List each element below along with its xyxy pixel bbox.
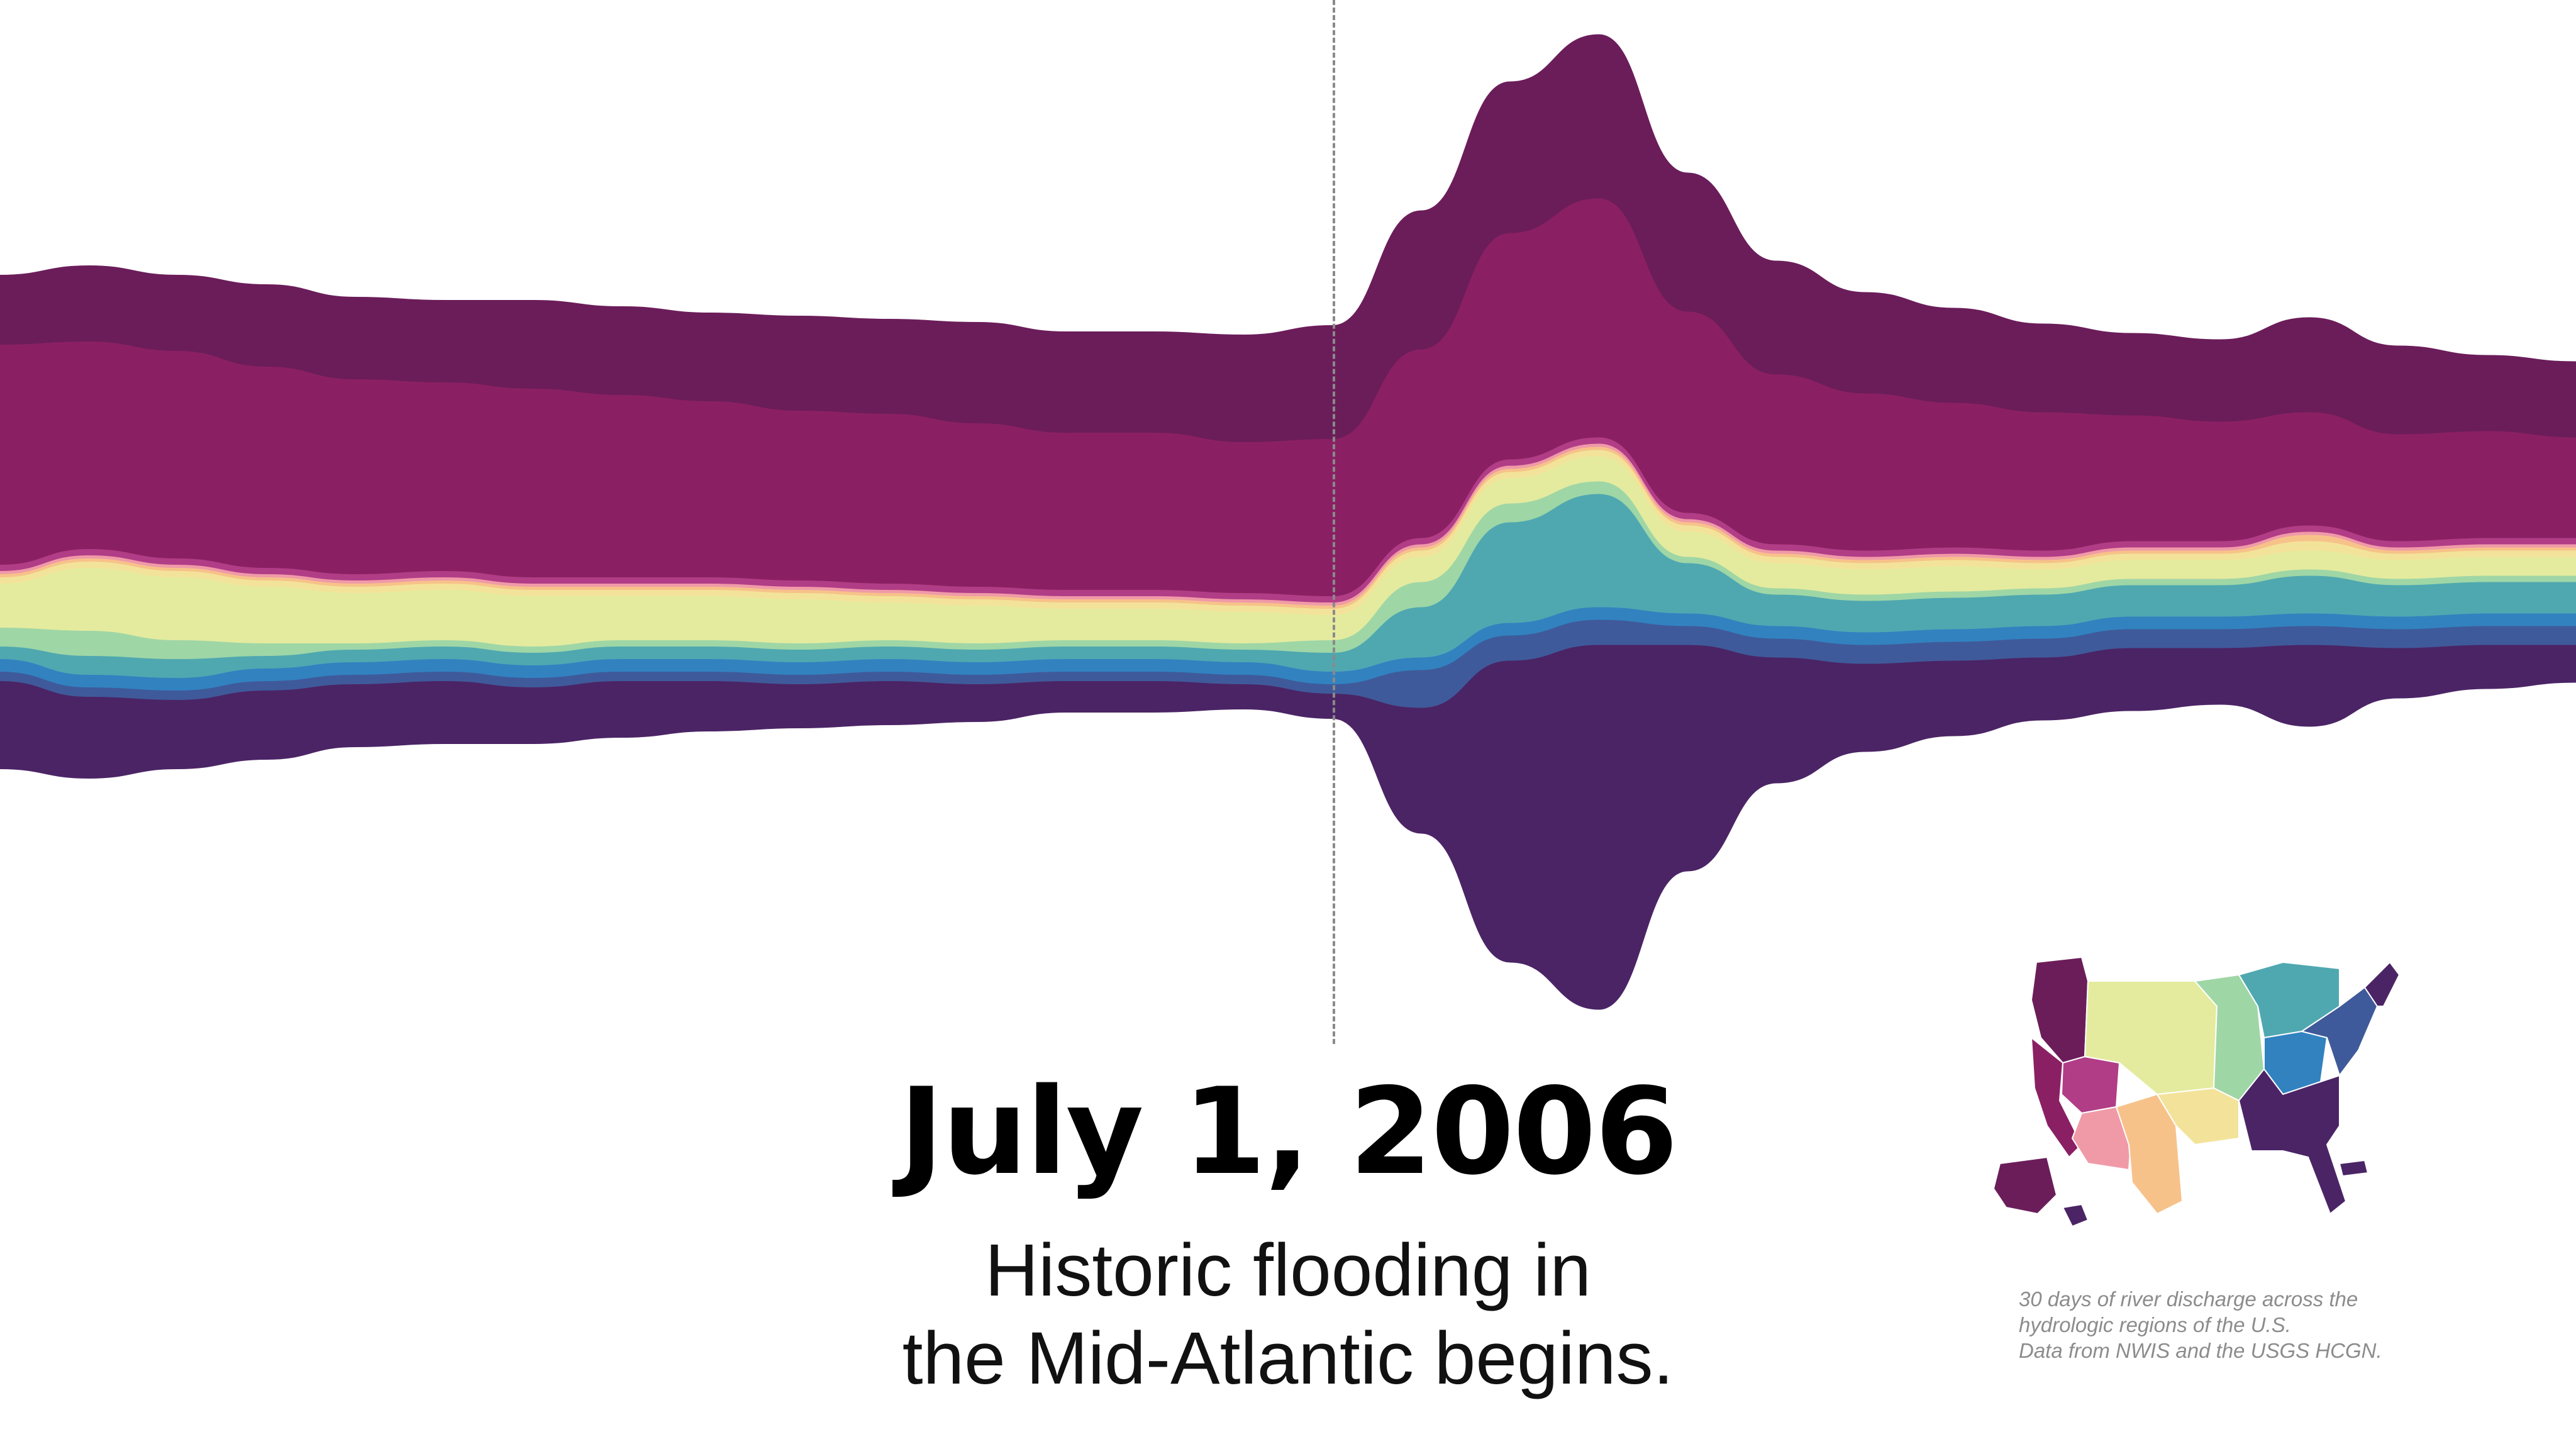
map-region-south-atlantic (2238, 1068, 2347, 1215)
map-region-mid-atlantic (2300, 986, 2379, 1077)
stream-layers (0, 34, 2576, 1010)
map-region-new-england (2363, 961, 2401, 1007)
map-region-alaska (1992, 1156, 2058, 1215)
caption-line-2: the Mid-Atlantic begins. (902, 1317, 1674, 1400)
caption-line-1: Historic flooding in (984, 1229, 1592, 1312)
source-note-line-1: 30 days of river discharge across the (2019, 1287, 2358, 1311)
map-region-great-basin (2060, 1055, 2121, 1114)
event-caption: Historic flooding in the Mid-Atlantic be… (659, 1226, 1917, 1402)
map-region-puerto-rico (2338, 1159, 2369, 1177)
event-date-title: July 1, 2006 (899, 1062, 1678, 1201)
map-region-hawaii (2062, 1203, 2089, 1228)
event-marker-line (1332, 0, 1335, 1044)
us-hydrologic-regions-map-icon (1992, 956, 2401, 1228)
source-note-line-2: hydrologic regions of the U.S. (2019, 1313, 2291, 1336)
source-note: 30 days of river discharge across the hy… (2019, 1286, 2522, 1363)
source-note-line-3: Data from NWIS and the USGS HCGN. (2019, 1339, 2382, 1362)
